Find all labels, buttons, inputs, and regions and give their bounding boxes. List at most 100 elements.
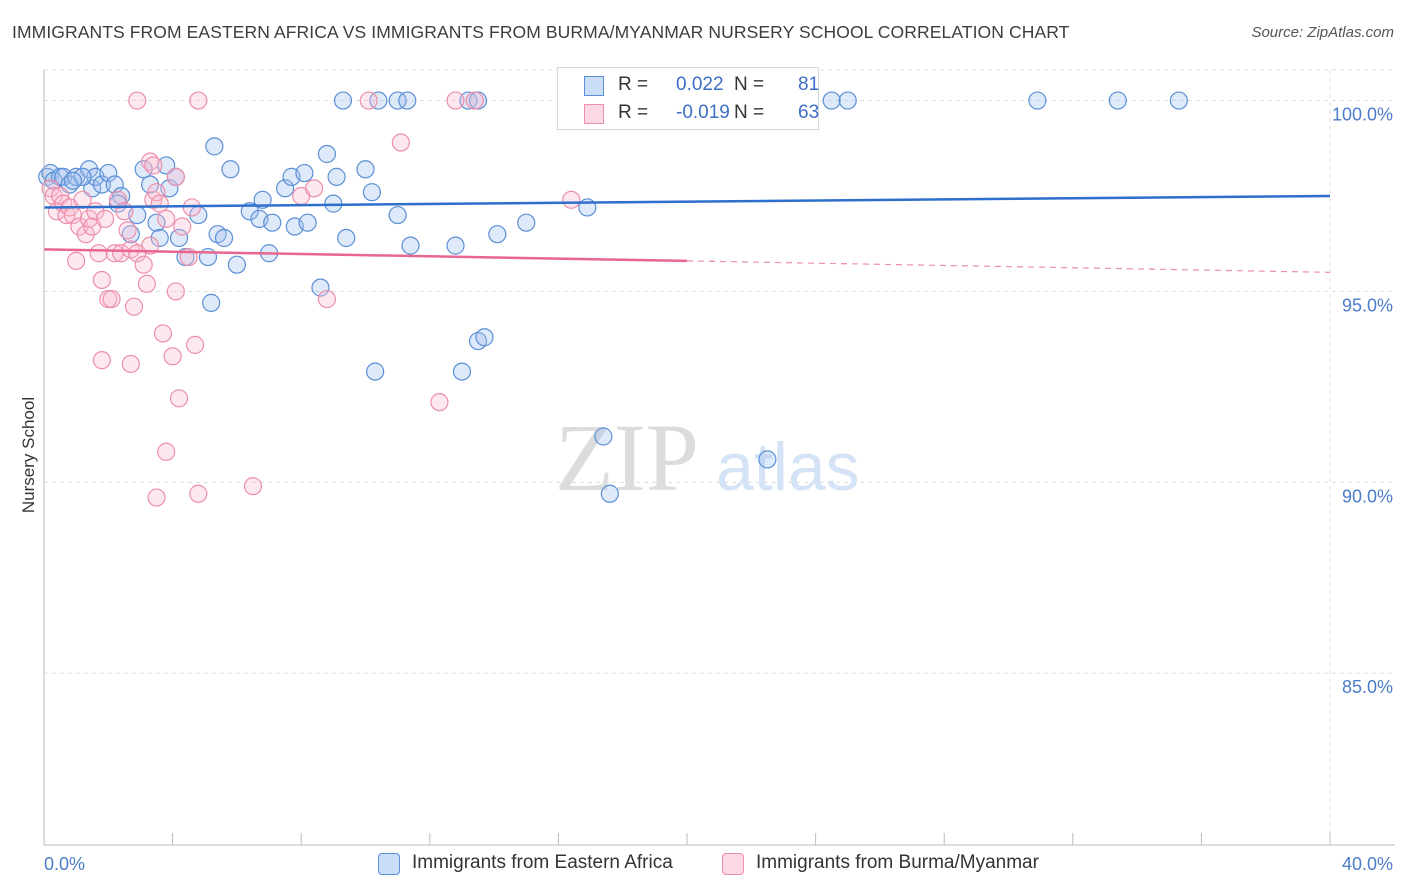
point-eastern-africa (240, 202, 259, 221)
point-eastern-africa (73, 167, 92, 186)
point-eastern-africa (356, 160, 375, 179)
point-eastern-africa (369, 91, 388, 110)
point-eastern-africa (311, 278, 330, 297)
r-value-eastern-africa: 0.022 (676, 74, 724, 95)
point-eastern-africa (202, 293, 221, 312)
point-eastern-africa (758, 450, 777, 469)
point-burma (118, 221, 137, 240)
point-eastern-africa (822, 91, 841, 110)
point-eastern-africa (475, 328, 494, 347)
point-eastern-africa (147, 213, 166, 232)
point-burma (134, 255, 153, 274)
point-eastern-africa (54, 167, 73, 186)
point-eastern-africa (205, 137, 224, 156)
point-eastern-africa (295, 163, 314, 183)
point-burma (144, 156, 163, 175)
point-eastern-africa (134, 160, 153, 179)
point-eastern-africa (317, 144, 337, 164)
n-label: N = (734, 102, 765, 123)
point-eastern-africa (276, 179, 295, 198)
point-eastern-africa (92, 175, 111, 194)
point-eastern-africa (227, 255, 246, 274)
point-burma (92, 270, 111, 290)
point-eastern-africa (1028, 91, 1047, 110)
point-eastern-africa (263, 213, 282, 232)
point-eastern-africa (140, 175, 160, 194)
point-burma (166, 282, 185, 301)
point-burma (163, 347, 182, 366)
point-eastern-africa (253, 190, 272, 209)
point-eastern-africa (446, 236, 465, 255)
point-eastern-africa (99, 163, 118, 183)
point-burma (189, 484, 208, 503)
point-burma (76, 225, 95, 244)
point-eastern-africa (388, 205, 407, 225)
legend-swatch-blue (378, 853, 400, 875)
point-eastern-africa (594, 427, 613, 446)
point-burma (465, 91, 484, 110)
point-eastern-africa (398, 91, 417, 110)
legend-swatch-pink (584, 104, 604, 124)
legend-label-burma: Immigrants from Burma/Myanmar (756, 852, 1039, 873)
x-tick-label: 0.0% (44, 854, 85, 874)
point-burma (150, 194, 169, 213)
point-eastern-africa (333, 91, 353, 110)
n-value-burma: 63 (798, 102, 820, 123)
point-burma (562, 190, 581, 209)
point-eastern-africa (298, 213, 317, 232)
point-burma (317, 289, 337, 309)
point-burma (70, 217, 89, 236)
point-burma (166, 167, 185, 186)
point-burma (189, 91, 208, 110)
point-eastern-africa (362, 183, 382, 202)
y-axis-label: Nursery School (19, 397, 38, 513)
point-burma (95, 209, 115, 228)
point-eastern-africa (214, 228, 234, 248)
chart-source: Source: ZipAtlas.com (1251, 24, 1394, 41)
trend-extension-burma (686, 260, 1331, 273)
point-eastern-africa (488, 225, 507, 244)
chart-title: IMMIGRANTS FROM EASTERN AFRICA VS IMMIGR… (12, 22, 1070, 42)
axis-layer: 100.0% 95.0% 90.0% 85.0% 0.0% 40.0% (43, 70, 1395, 874)
point-burma (157, 442, 176, 461)
point-burma (115, 202, 134, 221)
trend-layer (43, 194, 1331, 273)
point-burma (44, 186, 63, 206)
points-layer (38, 91, 1188, 507)
point-burma (89, 244, 108, 263)
point-burma (153, 324, 173, 343)
point-eastern-africa (79, 160, 99, 179)
y-tick-label: 100.0% (1332, 105, 1393, 125)
trend-line-burma (43, 248, 688, 263)
point-burma (137, 274, 156, 293)
trend-line-eastern-africa (43, 194, 1331, 209)
point-eastern-africa (221, 160, 240, 179)
y-tick-label: 90.0% (1342, 486, 1393, 506)
n-label: N = (734, 74, 765, 95)
point-burma (430, 393, 449, 412)
point-burma (67, 251, 86, 270)
point-burma (128, 91, 147, 110)
point-eastern-africa (63, 171, 83, 190)
point-eastern-africa (459, 91, 478, 110)
point-burma (169, 389, 189, 408)
y-tick-label: 85.0% (1342, 677, 1393, 697)
point-burma (112, 244, 131, 263)
point-burma (173, 217, 192, 236)
point-burma (186, 335, 205, 354)
r-value-burma: -0.019 (676, 102, 730, 123)
point-eastern-africa (838, 91, 857, 110)
stats-legend: R = 0.022 N = 81 R = -0.019 N = 63 (557, 67, 819, 130)
point-eastern-africa (1108, 91, 1127, 110)
point-burma (124, 297, 144, 316)
point-eastern-africa (169, 228, 189, 248)
point-eastern-africa (600, 484, 619, 503)
point-burma (446, 91, 465, 110)
legend-swatch-blue (584, 76, 604, 96)
point-burma (182, 198, 201, 217)
watermark-atlas: atlas (716, 429, 860, 505)
point-burma (391, 133, 410, 152)
point-eastern-africa (150, 228, 169, 248)
r-label: R = (618, 74, 649, 95)
point-burma (147, 183, 166, 202)
